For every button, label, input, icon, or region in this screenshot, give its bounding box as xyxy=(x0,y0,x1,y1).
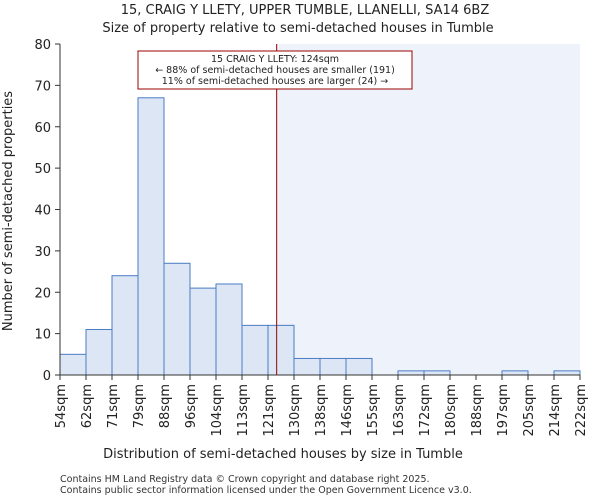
y-tick-label: 60 xyxy=(34,121,51,136)
x-tick-label: 155sqm xyxy=(366,384,381,437)
x-tick-label: 62sqm xyxy=(80,384,95,428)
annotation-line: 15 CRAIG Y LLETY: 124sqm xyxy=(211,54,339,65)
x-tick-label: 197sqm xyxy=(496,384,511,437)
chart-subtitle: Size of property relative to semi-detach… xyxy=(102,21,493,36)
histogram-bar xyxy=(189,287,217,376)
histogram-bar xyxy=(423,370,451,376)
annotation-line: ← 88% of semi-detached houses are smalle… xyxy=(155,65,395,76)
larger-region-shade xyxy=(276,44,580,375)
x-tick-label: 71sqm xyxy=(106,384,121,428)
annotation-box xyxy=(137,50,413,90)
y-tick-label: 0 xyxy=(43,369,51,384)
chart-title: 15, CRAIG Y LLETY, UPPER TUMBLE, LLANELL… xyxy=(121,3,490,18)
y-tick-label: 50 xyxy=(34,162,51,177)
histogram-bar xyxy=(319,357,347,376)
histogram-bar xyxy=(215,283,243,376)
histogram-bar xyxy=(111,275,139,376)
histogram-bar xyxy=(553,370,581,376)
y-tick-label: 20 xyxy=(34,286,51,301)
plot-area: 0 10 20 30 40 50 60 70 80 54sqm 62sqm 71sqm 79sqm 88s… xyxy=(34,38,589,437)
x-tick-label: 172sqm xyxy=(418,384,433,437)
y-tick-label: 40 xyxy=(34,204,51,219)
annotation-line: 11% of semi-detached houses are larger (… xyxy=(162,76,389,87)
x-tick-label: 54sqm xyxy=(54,384,69,428)
x-tick-label: 113sqm xyxy=(236,384,251,437)
histogram-bar xyxy=(241,324,269,376)
footer-licence: Contains public sector information licen… xyxy=(60,485,472,496)
x-tick-label: 121sqm xyxy=(262,384,277,437)
histogram-bar xyxy=(397,370,425,376)
histogram-bar xyxy=(501,370,529,376)
x-tick-label: 104sqm xyxy=(210,384,225,437)
histogram-bar xyxy=(59,353,87,376)
x-tick-label: 205sqm xyxy=(522,384,537,437)
histogram-bar xyxy=(345,357,373,376)
x-tick-label: 222sqm xyxy=(574,384,589,437)
x-tick-label: 214sqm xyxy=(548,384,563,437)
x-tick-label: 130sqm xyxy=(288,384,303,437)
footer-copyright: Contains HM Land Registry data © Crown c… xyxy=(60,474,430,485)
x-axis-label: Distribution of semi-detached houses by … xyxy=(103,447,463,462)
histogram-bar xyxy=(267,324,295,376)
histogram-bar xyxy=(85,328,113,376)
x-tick-label: 88sqm xyxy=(158,384,173,428)
histogram-bar xyxy=(293,357,321,376)
histogram-bar xyxy=(163,262,191,376)
x-tick-label: 146sqm xyxy=(340,384,355,437)
y-axis-label: Number of semi-detached properties xyxy=(1,91,16,331)
x-tick-label: 180sqm xyxy=(444,384,459,437)
x-tick-label: 163sqm xyxy=(392,384,407,437)
histogram-bar xyxy=(137,97,165,376)
x-tick-label: 79sqm xyxy=(132,384,147,428)
y-tick-label: 10 xyxy=(34,328,51,343)
y-tick-label: 80 xyxy=(34,38,51,53)
x-tick-label: 138sqm xyxy=(314,384,329,437)
x-tick-label: 96sqm xyxy=(184,384,199,428)
x-tick-label: 188sqm xyxy=(470,384,485,437)
y-tick-label: 30 xyxy=(34,245,51,260)
y-tick-label: 70 xyxy=(34,79,51,94)
